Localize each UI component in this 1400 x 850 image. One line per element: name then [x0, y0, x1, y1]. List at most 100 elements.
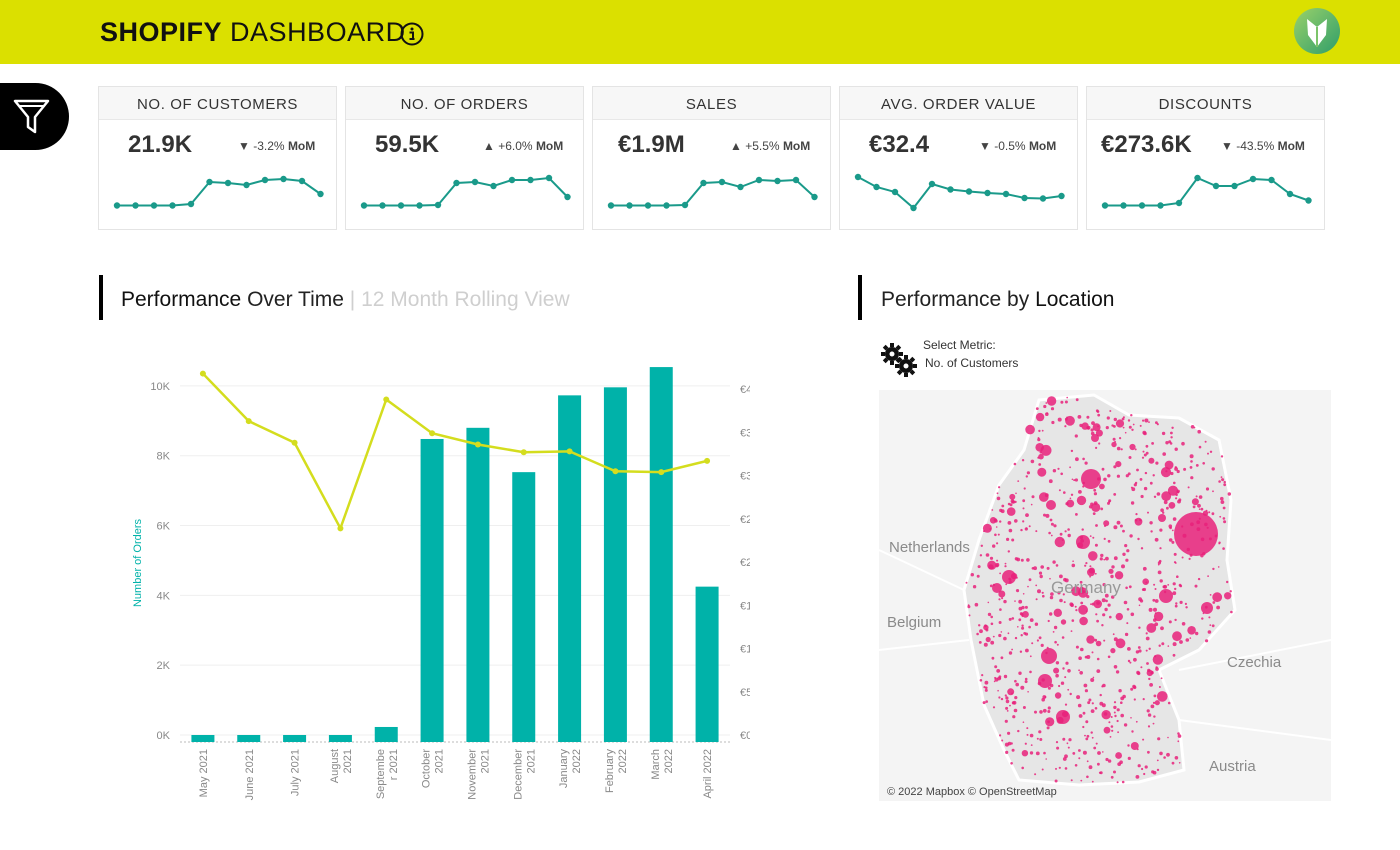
map-dot: [1152, 701, 1156, 704]
bar-orders[interactable]: [512, 472, 536, 742]
map-bubble[interactable]: [1159, 589, 1173, 603]
sparkline-point: [774, 177, 781, 185]
map-dot: [1081, 587, 1084, 590]
kpi-card-discounts[interactable]: DISCOUNTS €273.6K ▼ -43.5% MoM: [1086, 86, 1325, 230]
kpi-card-sales[interactable]: SALES €1.9M ▲ +5.5% MoM: [592, 86, 831, 230]
map-dot: [1131, 428, 1134, 431]
line-point[interactable]: [383, 396, 390, 403]
map-dot: [1115, 752, 1122, 759]
map-dot: [1082, 725, 1085, 729]
map-dot: [1018, 599, 1023, 604]
map-dot: [1095, 429, 1103, 437]
map-dot: [1167, 701, 1171, 705]
map-bubble[interactable]: [1201, 602, 1213, 614]
map-dot: [1085, 737, 1089, 741]
map-dot: [1024, 527, 1028, 531]
map-dot: [1054, 640, 1057, 644]
line-point[interactable]: [291, 439, 298, 446]
section-accent-bar: [99, 275, 103, 320]
map-dot: [1103, 537, 1106, 540]
line-point[interactable]: [199, 370, 206, 377]
map-dot: [1079, 671, 1083, 675]
map-dot: [1055, 741, 1059, 744]
map-dot: [1015, 589, 1020, 593]
map-dot: [1040, 643, 1044, 647]
map-dot: [1113, 701, 1117, 704]
sparkline-point: [811, 193, 818, 201]
map-dot: [1038, 453, 1044, 460]
map-bubble[interactable]: [1056, 710, 1070, 724]
map-bubble[interactable]: [1002, 570, 1016, 584]
map-dot: [1122, 426, 1125, 429]
map-bubble[interactable]: [1091, 434, 1099, 442]
map-bubble[interactable]: [1041, 648, 1057, 664]
sparkline-point: [379, 202, 386, 209]
map-bubble[interactable]: [1174, 512, 1218, 556]
map-bubble[interactable]: [1076, 535, 1090, 549]
bar-orders[interactable]: [283, 735, 307, 742]
map-bubble[interactable]: [1081, 469, 1101, 489]
map-dot: [1004, 719, 1008, 723]
bar-orders[interactable]: [603, 387, 627, 742]
bar-orders[interactable]: [558, 395, 582, 742]
map-dot: [1084, 734, 1086, 737]
map-dot: [1040, 565, 1044, 569]
bar-orders[interactable]: [191, 735, 215, 742]
map-dot: [1078, 714, 1083, 718]
line-point[interactable]: [474, 441, 481, 448]
info-icon[interactable]: [400, 22, 424, 46]
bar-orders[interactable]: [466, 427, 490, 742]
map-dot: [1088, 551, 1098, 561]
performance-over-time-title: Performance Over Time | 12 Month Rolling…: [121, 288, 570, 311]
settings-gears-icon[interactable]: [880, 342, 918, 378]
map-dot: [996, 559, 999, 562]
kpi-card-customers[interactable]: NO. OF CUSTOMERS 21.9K ▼ -3.2% MoM: [98, 86, 337, 230]
map-dot: [1113, 465, 1117, 469]
map-dot: [1174, 587, 1177, 591]
line-point[interactable]: [566, 448, 573, 455]
line-point[interactable]: [245, 418, 252, 425]
line-point[interactable]: [704, 457, 711, 464]
kpi-card-orders[interactable]: NO. OF ORDERS 59.5K ▲ +6.0% MoM: [345, 86, 584, 230]
map-dot: [1035, 584, 1038, 587]
kpi-card-avg-order-value[interactable]: AVG. ORDER VALUE €32.4 ▼ -0.5% MoM: [839, 86, 1078, 230]
map-dot: [1220, 500, 1225, 504]
map-dot: [1148, 677, 1151, 681]
map-dot: [1017, 480, 1020, 482]
map-dot: [1220, 496, 1224, 501]
bar-orders[interactable]: [374, 726, 398, 742]
map-dot: [1146, 623, 1157, 633]
map-dot: [1060, 400, 1064, 404]
bar-orders[interactable]: [649, 367, 673, 742]
map-bubble[interactable]: [1038, 674, 1052, 688]
map-dot: [999, 608, 1002, 611]
map-bubble[interactable]: [992, 583, 1002, 593]
bar-orders[interactable]: [420, 438, 444, 742]
map-dot: [1145, 444, 1149, 448]
map-dot: [1011, 701, 1015, 705]
map-bubble[interactable]: [1046, 500, 1056, 510]
map-dot: [1011, 538, 1015, 542]
line-point[interactable]: [520, 449, 527, 456]
map-dot: [1172, 591, 1177, 596]
select-metric-dropdown[interactable]: No. of Customers: [925, 356, 1019, 370]
bar-orders[interactable]: [695, 586, 719, 742]
line-point[interactable]: [337, 525, 344, 532]
map-attribution: © 2022 Mapbox © OpenStreetMap: [887, 786, 1057, 798]
map-dot: [1084, 564, 1087, 567]
filter-button[interactable]: [0, 83, 69, 150]
line-point[interactable]: [612, 468, 619, 475]
bar-orders[interactable]: [237, 735, 261, 742]
bar-orders[interactable]: [328, 735, 352, 742]
map-dot: [1088, 765, 1093, 770]
map-dot: [996, 492, 999, 495]
map-dot: [1041, 697, 1045, 702]
line-point[interactable]: [658, 469, 665, 476]
map-dot: [1167, 736, 1169, 739]
map-dot: [1020, 528, 1023, 532]
location-map[interactable]: Netherlands Germany Belgium Czechia Aust…: [879, 390, 1331, 801]
line-point[interactable]: [429, 430, 436, 437]
map-dot: [996, 496, 1001, 501]
map-dot: [1133, 657, 1137, 662]
sparkline-point: [132, 202, 139, 209]
